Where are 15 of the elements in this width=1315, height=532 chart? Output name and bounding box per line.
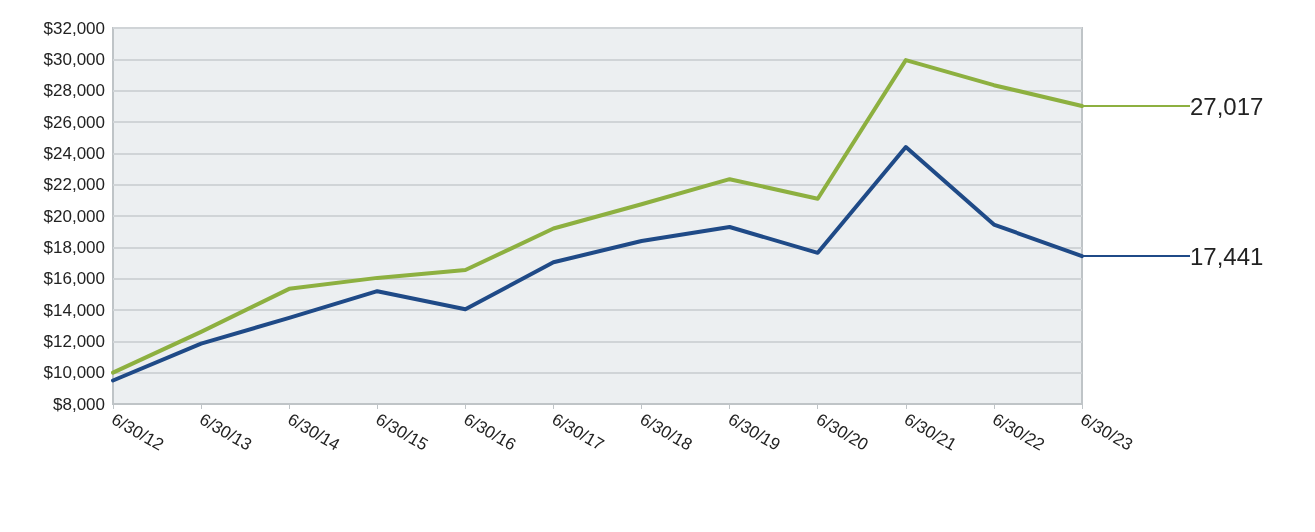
data-label: 17,441 [1190, 242, 1264, 270]
y-tick-label: $10,000 [43, 363, 105, 383]
y-tick-label: $32,000 [43, 18, 105, 38]
y-tick-label: $28,000 [43, 81, 105, 101]
y-tick-label: $24,000 [43, 143, 105, 163]
data-label: 27,017 [1190, 92, 1264, 120]
y-tick-label: $20,000 [43, 206, 105, 226]
y-tick-label: $26,000 [43, 112, 105, 132]
y-tick-label: $30,000 [43, 49, 105, 69]
y-tick-label: $18,000 [43, 237, 105, 257]
y-tick-label: $22,000 [43, 175, 105, 195]
y-tick-label: $14,000 [43, 300, 105, 320]
y-tick-label: $12,000 [43, 331, 105, 351]
y-tick-label: $16,000 [43, 269, 105, 289]
y-tick-label: $8,000 [53, 394, 105, 414]
